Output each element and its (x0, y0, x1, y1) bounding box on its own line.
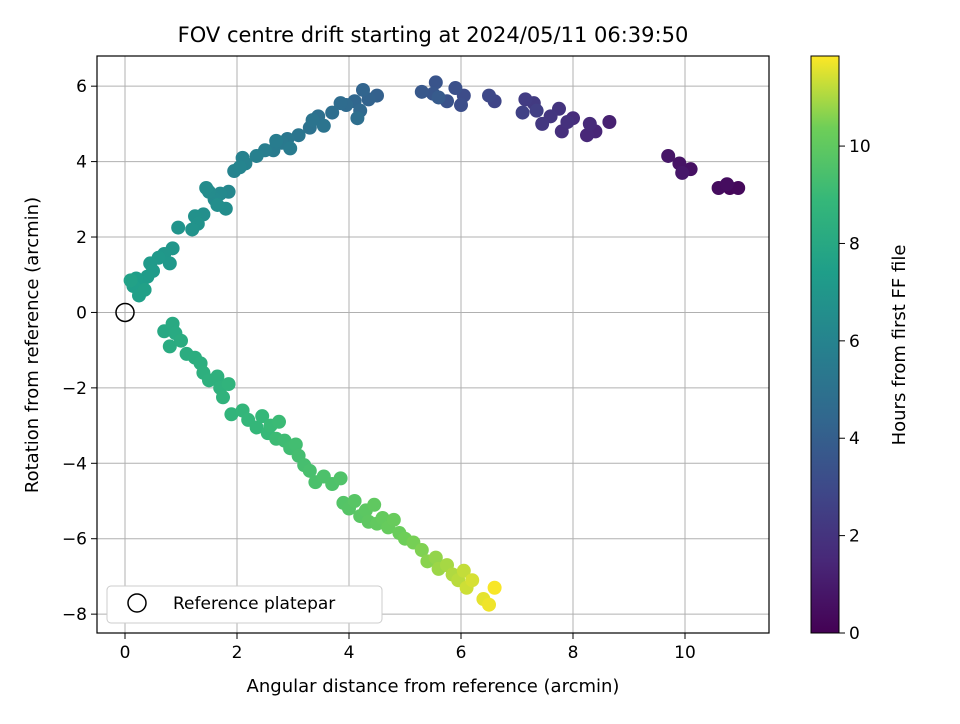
scatter-point (137, 282, 152, 297)
scatter-point (325, 105, 340, 120)
scatter-point (515, 105, 530, 120)
colorbar-gradient (810, 55, 840, 634)
scatter-point (720, 177, 734, 192)
scatter-point (210, 197, 225, 212)
scatter-point (224, 407, 239, 422)
y-tick-label: 2 (76, 228, 87, 248)
scatter-point (386, 512, 401, 527)
scatter-point (431, 90, 446, 105)
scatter-point (482, 88, 496, 103)
scatter-point (216, 390, 230, 405)
scatter-point (560, 114, 575, 129)
x-tick-label: 0 (120, 643, 131, 663)
scatter-point (731, 180, 746, 195)
scatter-point (174, 333, 188, 348)
scatter-point (535, 116, 550, 131)
scatter-point (465, 573, 480, 588)
scatter-point (199, 180, 214, 195)
y-tick-label: 0 (76, 303, 87, 323)
data-points (123, 75, 746, 612)
scatter-point (487, 580, 502, 595)
colorbar-tick-label: 8 (849, 234, 860, 254)
legend: Reference platepar (106, 585, 383, 624)
scatter-point (456, 563, 471, 578)
colorbar-ticks: 0 2 4 6 8 10 (839, 137, 871, 644)
scatter-point (316, 118, 331, 133)
y-tick-label: −4 (62, 454, 87, 474)
scatter-point (347, 494, 362, 509)
y-axis-ticks: −8 −6 −4 −2 0 2 4 6 (62, 77, 97, 625)
y-tick-label: 6 (76, 77, 87, 97)
y-axis-label: Rotation from reference (arcmin) (22, 197, 43, 493)
scatter-point (333, 96, 348, 111)
scatter-point (414, 543, 429, 558)
scatter-point (580, 128, 594, 143)
scatter-point (367, 497, 382, 512)
scatter-point (350, 111, 365, 126)
scatter-point (448, 81, 463, 96)
scatter-point (255, 409, 270, 424)
scatter-point (602, 114, 617, 129)
scatter-point (333, 471, 348, 486)
legend-entry: Reference platepar (173, 594, 335, 614)
scatter-point (675, 165, 690, 180)
scatter-point (582, 116, 597, 131)
scatter-point (210, 369, 225, 384)
x-tick-label: 6 (456, 643, 467, 663)
scatter-point (221, 377, 236, 392)
x-axis-ticks: 0 2 4 6 8 10 (120, 633, 696, 663)
colorbar-tick-label: 0 (849, 624, 860, 644)
x-tick-label: 8 (568, 643, 579, 663)
colorbar-tick-label: 6 (849, 332, 860, 352)
scatter-point (272, 414, 286, 429)
scatter-point (185, 222, 200, 237)
scatter-point (302, 463, 317, 478)
scatter-point (269, 133, 284, 148)
scatter-point (529, 103, 544, 118)
plot-frame (96, 55, 770, 634)
scatter-point (482, 597, 496, 612)
scatter-point (291, 128, 306, 143)
scatter-point (162, 256, 177, 271)
x-tick-label: 4 (344, 643, 355, 663)
scatter-point (454, 98, 468, 113)
reference-marker (115, 302, 135, 323)
scatter-point (283, 141, 298, 156)
x-axis-label: Angular distance from reference (arcmin) (247, 676, 620, 697)
y-tick-label: −2 (62, 379, 87, 399)
colorbar-tick-label: 10 (849, 137, 871, 157)
colorbar-tick-label: 2 (849, 527, 860, 547)
scatter-point (428, 550, 443, 565)
scatter-point (356, 82, 370, 97)
chart-title: FOV centre drift starting at 2024/05/11 … (178, 23, 689, 47)
scatter-point (288, 437, 303, 452)
scatter-point (305, 113, 320, 128)
scatter-point (249, 148, 264, 163)
scatter-point (414, 84, 429, 99)
legend-marker (127, 593, 147, 613)
scatter-point (123, 273, 138, 288)
scatter-point (518, 92, 533, 107)
colorbar: 0 2 4 6 8 10 Hours from first FF file (810, 55, 910, 644)
colorbar-label: Hours from first FF file (889, 245, 910, 446)
x-tick-label: 10 (674, 643, 696, 663)
y-tick-label: −8 (62, 605, 87, 625)
scatter-point (171, 220, 186, 235)
scatter-point (232, 160, 247, 175)
y-tick-label: −6 (62, 530, 87, 550)
scatter-point (661, 148, 676, 163)
colorbar-tick-label: 4 (849, 429, 860, 449)
scatter-point (428, 75, 443, 90)
legend-box (106, 585, 383, 624)
x-tick-label: 2 (232, 643, 243, 663)
scatter-point (249, 420, 264, 435)
grid (97, 56, 769, 633)
y-tick-label: 4 (76, 153, 87, 173)
scatter-point (162, 339, 177, 354)
